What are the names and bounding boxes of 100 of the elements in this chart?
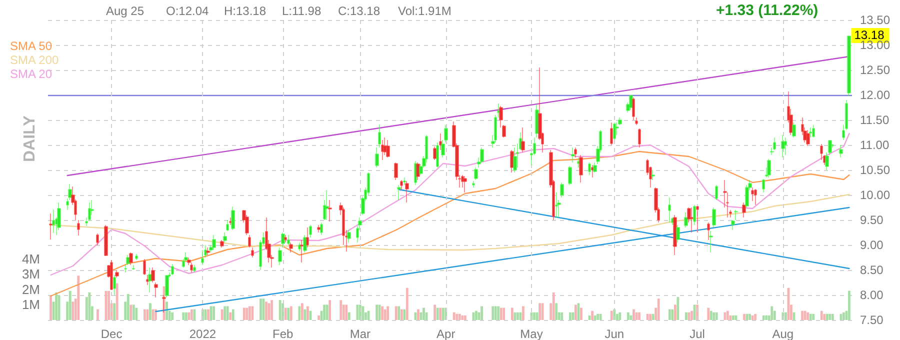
candlestick	[593, 162, 597, 173]
candlestick	[132, 264, 135, 270]
bar	[304, 309, 306, 320]
candlestick	[693, 204, 696, 226]
bar	[580, 308, 582, 320]
x-tick-label: Mar	[350, 327, 371, 340]
candlestick	[306, 227, 309, 248]
y-tick-label: 8.50	[860, 263, 884, 277]
bar	[182, 312, 185, 320]
candlestick	[839, 144, 843, 158]
candlestick	[171, 264, 174, 276]
bar	[514, 312, 516, 320]
bar	[417, 309, 420, 320]
candlestick	[809, 127, 812, 138]
candlestick	[439, 133, 442, 150]
bar	[820, 310, 823, 320]
candlestick	[673, 214, 677, 256]
bar	[126, 294, 130, 320]
candlestick	[632, 97, 635, 120]
candlestick	[317, 224, 321, 233]
bar	[616, 314, 618, 320]
candlestick	[289, 242, 293, 253]
bar	[812, 314, 815, 320]
candlestick	[193, 264, 196, 273]
bar	[809, 314, 812, 320]
y-tick-label: 11.00	[860, 138, 890, 152]
candlestick	[154, 282, 158, 298]
candlestick	[781, 134, 785, 158]
bar	[632, 309, 635, 320]
bar	[400, 309, 403, 320]
x-tick-label: Feb	[272, 327, 294, 340]
candlestick	[472, 180, 475, 188]
candlestick	[397, 184, 401, 200]
y2-tick-label: 3M	[22, 266, 40, 282]
text: SMA 20	[10, 67, 52, 81]
bar	[226, 306, 229, 320]
bar	[591, 310, 594, 320]
candlestick	[847, 36, 851, 96]
candlestick	[577, 157, 580, 168]
bar	[232, 309, 234, 320]
candlestick	[513, 147, 517, 173]
bar	[729, 315, 732, 320]
y-tick-label: 12.50	[860, 63, 890, 77]
candlestick	[560, 182, 564, 198]
bar	[422, 308, 425, 320]
bar	[618, 312, 622, 320]
candlestick	[278, 247, 282, 266]
bar	[130, 304, 132, 320]
bar	[290, 306, 292, 320]
bar	[754, 314, 756, 320]
candlestick	[638, 128, 641, 148]
candlestick	[707, 222, 710, 240]
y-tick-label: 10.00	[860, 188, 890, 202]
bar	[381, 306, 384, 320]
text: Aug 25	[106, 4, 144, 18]
candlestick	[124, 264, 127, 273]
bar	[298, 306, 301, 320]
x-tick-label: Jul	[690, 327, 705, 340]
candlestick	[762, 178, 765, 193]
candlestick	[347, 230, 351, 243]
bar	[594, 315, 596, 320]
candlestick	[535, 104, 539, 138]
bar	[193, 309, 196, 320]
candlestick	[298, 242, 301, 252]
bar	[599, 314, 602, 320]
y-tick-label: 7.50	[860, 313, 884, 327]
candlestick	[712, 207, 716, 228]
bar	[806, 312, 809, 320]
bar	[242, 308, 246, 320]
bar	[394, 306, 398, 320]
candlestick	[165, 274, 169, 298]
bar	[149, 303, 152, 320]
candlestick	[635, 117, 638, 126]
candlestick	[49, 213, 53, 240]
candlestick	[400, 180, 403, 190]
candlestick	[381, 140, 384, 160]
candlestick	[474, 167, 478, 180]
candlestick	[231, 206, 235, 230]
bar	[801, 310, 804, 320]
bar	[144, 309, 146, 320]
bar	[434, 304, 436, 320]
bar	[710, 310, 712, 320]
bar	[494, 306, 497, 320]
candlestick	[806, 130, 810, 146]
bar	[831, 314, 834, 320]
bar	[113, 303, 116, 320]
bar	[823, 314, 826, 320]
bar	[406, 288, 408, 320]
bar	[828, 314, 832, 320]
bar	[68, 290, 72, 320]
bar	[652, 314, 654, 320]
bar	[323, 304, 326, 320]
candlestick	[668, 197, 671, 223]
candlestick	[579, 154, 583, 183]
bar	[224, 306, 226, 320]
candlestick	[148, 267, 152, 293]
bar	[306, 306, 309, 320]
bar	[668, 309, 671, 320]
bar	[287, 308, 290, 320]
bar	[541, 303, 544, 320]
